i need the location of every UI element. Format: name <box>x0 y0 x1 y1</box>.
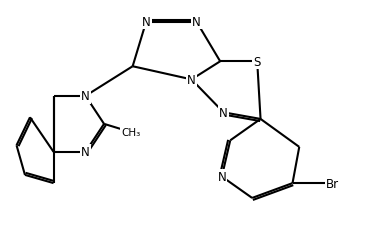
Text: N: N <box>187 74 196 86</box>
Text: N: N <box>192 16 201 29</box>
Text: N: N <box>219 106 228 119</box>
Text: N: N <box>81 90 90 103</box>
Text: CH₃: CH₃ <box>121 128 141 138</box>
Text: S: S <box>254 56 261 69</box>
Text: Br: Br <box>326 177 339 190</box>
Text: N: N <box>217 170 226 183</box>
Text: N: N <box>81 146 90 159</box>
Text: N: N <box>142 16 150 29</box>
